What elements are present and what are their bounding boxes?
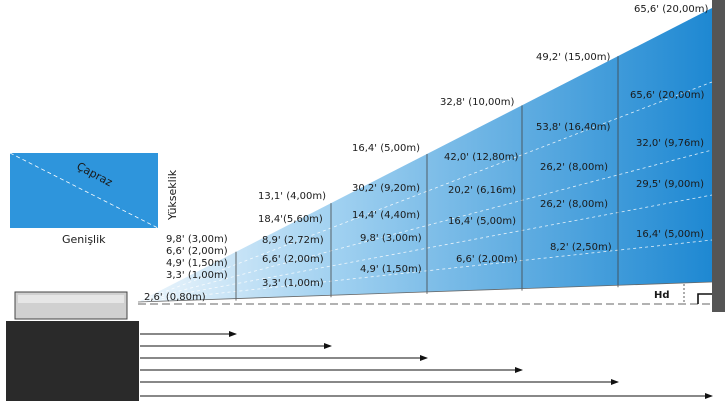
beam-bottom-edge — [137, 281, 713, 303]
column-5-labels: 65,6' (20,00m) 32,0' (9,76m) 29,5' (9,00… — [630, 90, 704, 240]
hd-label: Hd — [654, 290, 670, 301]
col4-label-1: 26,2' (8,00m) — [540, 162, 608, 173]
col4-label-0: 53,8' (16,40m) — [536, 122, 610, 133]
projection-beam — [138, 8, 712, 302]
col1-label-1: 8,9' (2,72m) — [262, 235, 324, 246]
width-label: Genişlik — [62, 233, 106, 246]
col1-label-0: 18,4'(5,60m) — [258, 214, 323, 225]
col5-label-0: 65,6' (20,00m) — [630, 90, 704, 101]
col5-label-1: 32,0' (9,76m) — [636, 138, 704, 149]
column-1-labels: 18,4'(5,60m) 8,9' (2,72m) 6,6' (2,00m) 3… — [258, 214, 324, 289]
screen-rectangle — [10, 153, 158, 228]
col4-label-3: 8,2' (2,50m) — [550, 242, 612, 253]
col5-label-3: 16,4' (5,00m) — [636, 229, 704, 240]
col3-label-2: 16,4' (5,00m) — [448, 216, 516, 227]
projector-stand — [6, 321, 139, 401]
heading-4: 49,2' (15,00m) — [536, 52, 610, 63]
col0-label-1: 6,6' (2,00m) — [166, 246, 228, 257]
column-3-labels: 42,0' (12,80m) 20,2' (6,16m) 16,4' (5,00… — [444, 152, 518, 265]
column-0-labels: 9,8' (3,00m) 6,6' (2,00m) 4,9' (1,50m) 3… — [166, 234, 228, 281]
col2-label-0: 30,2' (9,20m) — [352, 183, 420, 194]
col4-label-2: 26,2' (8,00m) — [540, 199, 608, 210]
wall — [712, 0, 725, 312]
col2-label-3: 4,9' (1,50m) — [360, 264, 422, 275]
heading-5: 65,6' (20,00m) — [634, 4, 708, 15]
col3-label-3: 6,6' (2,00m) — [456, 254, 518, 265]
column-lines — [235, 56, 619, 301]
col2-label-2: 9,8' (3,00m) — [360, 233, 422, 244]
heading-2: 16,4' (5,00m) — [352, 143, 420, 154]
beam-rays — [137, 81, 713, 303]
heading-0: 2,6' (0,80m) — [144, 292, 206, 303]
col2-label-1: 14,4' (4,40m) — [352, 210, 420, 221]
col1-label-2: 6,6' (2,00m) — [262, 254, 324, 265]
column-2-labels: 30,2' (9,20m) 14,4' (4,40m) 9,8' (3,00m)… — [352, 183, 422, 275]
projector-top — [18, 295, 124, 303]
heading-1: 13,1' (4,00m) — [258, 191, 326, 202]
height-label: Yükseklik — [166, 169, 179, 221]
col5-label-2: 29,5' (9,00m) — [636, 179, 704, 190]
distance-arrows — [140, 331, 713, 399]
col0-label-0: 9,8' (3,00m) — [166, 234, 228, 245]
column-4-labels: 53,8' (16,40m) 26,2' (8,00m) 26,2' (8,00… — [536, 122, 612, 253]
heading-3: 32,8' (10,00m) — [440, 97, 514, 108]
screen-diagram: Çapraz Genişlik Yükseklik — [9, 152, 179, 246]
hd-bracket — [697, 293, 712, 304]
col1-label-3: 3,3' (1,00m) — [262, 278, 324, 289]
col3-label-1: 20,2' (6,16m) — [448, 185, 516, 196]
distance-headings: 2,6' (0,80m) 13,1' (4,00m) 16,4' (5,00m)… — [144, 4, 708, 303]
projector — [6, 291, 139, 401]
col0-label-2: 4,9' (1,50m) — [166, 258, 228, 269]
col0-label-3: 3,3' (1,00m) — [166, 270, 228, 281]
col3-label-0: 42,0' (12,80m) — [444, 152, 518, 163]
